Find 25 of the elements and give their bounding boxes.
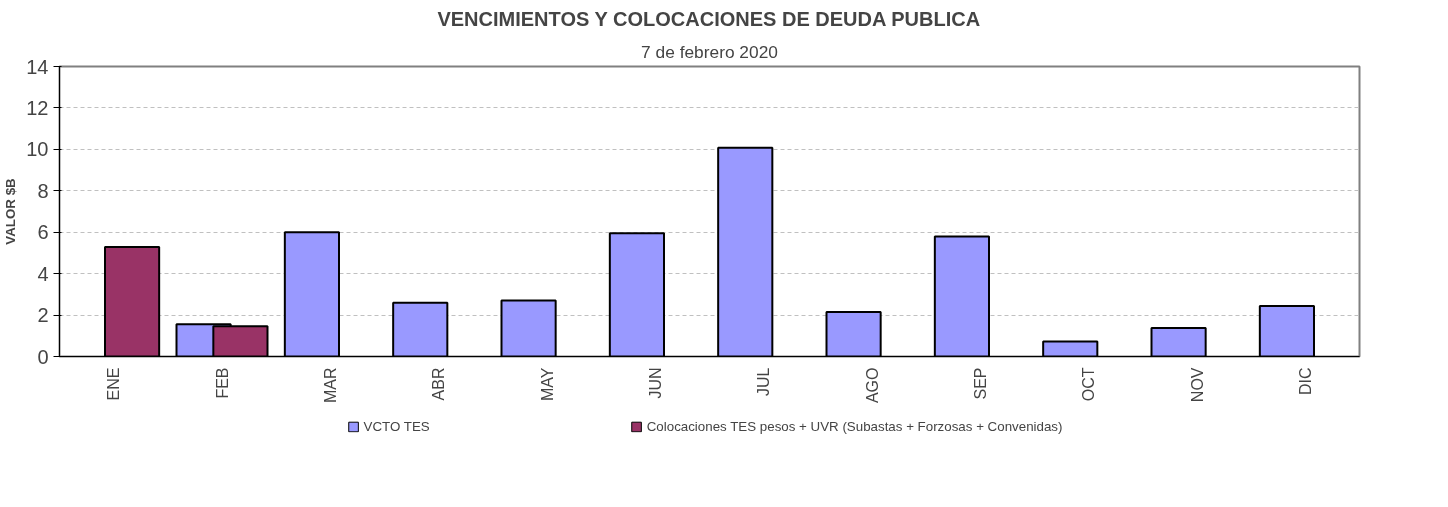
x-tick-label: OCT: [1080, 367, 1098, 402]
x-tick-label: AGO: [863, 367, 881, 404]
x-tick-label: DIC: [1296, 367, 1314, 396]
legend-label: VCTO TES: [363, 418, 430, 434]
y-tick-label: 12: [26, 96, 49, 119]
y-axis-title: VALOR $B: [3, 177, 19, 245]
chart-title: VENCIMIENTOS Y COLOCACIONES DE DEUDA PUBLICA: [437, 7, 981, 30]
x-tick-label: MAY: [538, 367, 556, 401]
x-tick-label: ENE: [105, 367, 123, 401]
y-tick-label: 8: [37, 179, 49, 202]
legend-label: Colocaciones TES pesos + UVR (Subastas + Forzosas + Convenidas): [646, 418, 1063, 434]
y-tick-label: 6: [37, 221, 49, 244]
x-tick-label: NOV: [1188, 367, 1206, 403]
x-tick-label: MAR: [321, 367, 339, 404]
x-tick-label: FEB: [213, 367, 231, 399]
y-tick-label: 10: [26, 138, 49, 161]
x-tick-label: JUL: [755, 367, 773, 396]
x-tick-label: ABR: [430, 367, 448, 401]
y-tick-label: 4: [37, 262, 49, 285]
y-tick-label: 14: [26, 55, 49, 78]
x-tick-label: SEP: [971, 367, 989, 400]
chart-subtitle: 7 de febrero 2020: [641, 41, 778, 62]
y-tick-label: 2: [37, 304, 49, 327]
y-tick-label: 0: [37, 345, 49, 368]
x-tick-label: JUN: [646, 367, 664, 399]
